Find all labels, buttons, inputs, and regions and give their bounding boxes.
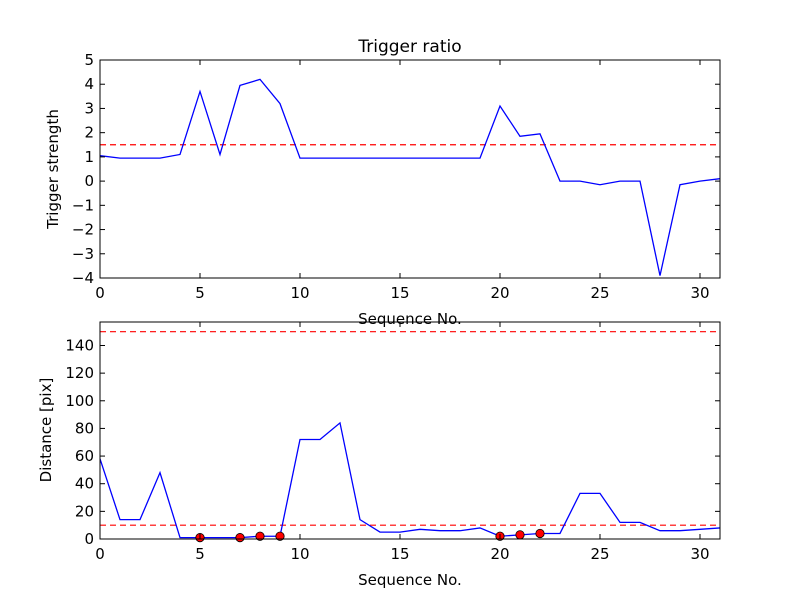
x-axis-label: Sequence No. bbox=[358, 571, 462, 589]
data-point-marker bbox=[535, 528, 545, 539]
y-tick-label: −2 bbox=[72, 221, 94, 239]
y-tick-label: 3 bbox=[84, 99, 94, 117]
x-tick-label: 5 bbox=[195, 284, 205, 302]
y-tick-label: −4 bbox=[72, 269, 94, 287]
x-axis-label: Sequence No. bbox=[358, 310, 462, 328]
y-tick-label: 20 bbox=[75, 502, 94, 520]
axes-frame bbox=[99, 59, 721, 279]
data-point-marker bbox=[255, 531, 265, 541]
y-tick-label: 60 bbox=[75, 447, 94, 465]
x-tick-label: 30 bbox=[690, 284, 709, 302]
x-tick-label: 5 bbox=[195, 545, 205, 563]
y-tick-label: 80 bbox=[75, 419, 94, 437]
y-tick-label: −1 bbox=[72, 196, 94, 214]
y-tick-label: −3 bbox=[72, 245, 94, 263]
x-tick-label: 15 bbox=[390, 284, 409, 302]
series-line bbox=[100, 78, 720, 276]
y-tick-label: 0 bbox=[84, 530, 94, 548]
x-tick-label: 10 bbox=[290, 284, 309, 302]
y-tick-label: 100 bbox=[65, 392, 94, 410]
x-tick-label: 20 bbox=[490, 284, 509, 302]
y-tick-label: 2 bbox=[84, 124, 94, 142]
data-point-marker bbox=[515, 530, 525, 540]
y-tick-label: 120 bbox=[65, 364, 94, 382]
trigger-ratio-chart: Trigger ratio 0 5 10 15 20 25 30 −4 −3 −2 −1 0 1 2 3 4 5… bbox=[44, 37, 721, 328]
distance-chart: 0 5 10 15 20 25 30 0 20 40 60 80 100 120 140 Sequence … bbox=[37, 321, 721, 589]
x-tick-label: 0 bbox=[95, 545, 105, 563]
x-tick-label: 10 bbox=[290, 545, 309, 563]
chart-title: Trigger ratio bbox=[357, 37, 461, 57]
y-tick-label: 4 bbox=[84, 75, 94, 93]
y-axis-label: Distance [pix] bbox=[37, 378, 55, 483]
y-axis-label: Trigger strength bbox=[44, 109, 62, 230]
y-tick-label: 1 bbox=[84, 148, 94, 166]
x-tick-label: 30 bbox=[690, 545, 709, 563]
plot-area: 0 5 10 15 20 25 30 0 20 40 60 80 100 120 140 bbox=[65, 321, 721, 563]
x-tick-label: 0 bbox=[95, 284, 105, 302]
y-tick-label: 40 bbox=[75, 475, 94, 493]
x-tick-label: 15 bbox=[390, 545, 409, 563]
y-tick-label: 0 bbox=[84, 172, 94, 190]
axes-frame bbox=[99, 321, 721, 540]
plot-area: 0 5 10 15 20 25 30 −4 −3 −2 −1 0 1 2 3 4 5 bbox=[72, 51, 721, 302]
x-tick-label: 20 bbox=[490, 545, 509, 563]
x-tick-label: 25 bbox=[590, 284, 609, 302]
data-point-marker bbox=[235, 533, 245, 543]
data-point-marker bbox=[275, 531, 285, 541]
y-tick-label: 140 bbox=[65, 336, 94, 354]
x-tick-label: 25 bbox=[590, 545, 609, 563]
y-tick-label: 5 bbox=[84, 51, 94, 69]
